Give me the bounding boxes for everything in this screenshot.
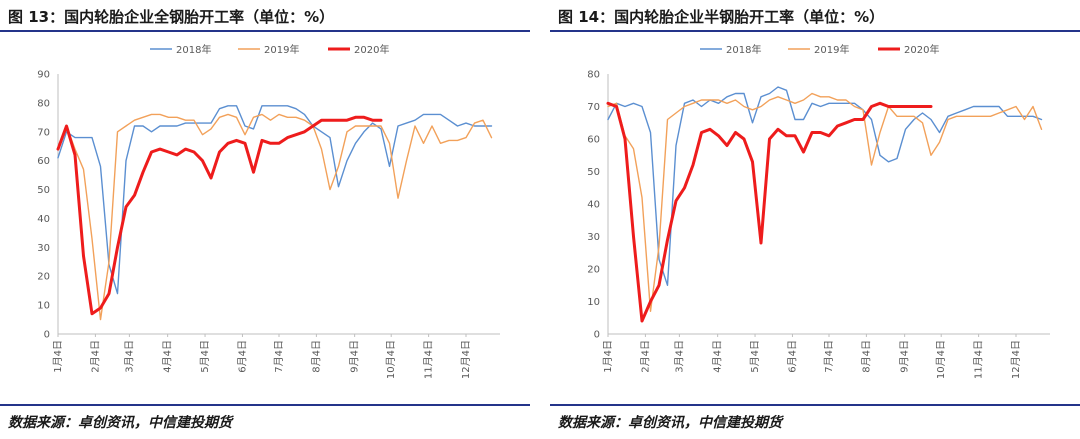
x-tick-label: 12月4日 [1010,340,1022,379]
x-tick-label: 2月4日 [639,340,651,373]
series-line-2020 [56,115,383,316]
series-line-2020 [606,101,933,323]
legend-item-2018: 2018年 [150,43,211,56]
series-line-2019 [57,113,493,321]
legend-item-2020: 2020年 [878,43,939,56]
frame-line-bottom-right [550,404,1080,406]
x-tick-label: 10月4日 [935,340,947,379]
x-tick-label: 6月4日 [786,340,798,373]
line-chart-semi-steel-tire: 0 10 20 30 40 50 60 70 80 1月4日 2月4日 3月4日 4月4日 5月4日 6月4… [587,43,1050,379]
legend-label: 2018年 [726,43,761,56]
data-source-right: 数据来源：卓创资讯，中信建投期货 [558,415,782,431]
x-tick-label: 1月4日 [52,340,64,373]
y-tick-label: 10 [37,301,50,312]
y-tick-label: 60 [37,156,50,167]
y-tick-label: 0 [594,330,600,341]
y-tick-label: 40 [37,214,50,225]
chart-panel-left: 图 13：国内轮胎企业全钢胎开工率（单位：%） 0 10 20 30 40 50 60 70 8… [0,0,530,439]
x-tick-label: 10月4日 [385,340,397,379]
series-line-2018 [607,86,1043,286]
y-tick-label: 30 [37,243,50,254]
y-tick-label: 50 [37,185,50,196]
x-tick-label: 2月4日 [89,340,101,373]
legend-item-2019: 2019年 [788,43,849,56]
chart-title-right: 图 14：国内轮胎企业半钢胎开工率（单位：%） [558,8,885,26]
y-tick-label: 70 [37,127,50,138]
legend-label: 2019年 [264,43,299,56]
y-tick-label: 80 [587,70,600,81]
y-tick-label: 50 [587,167,600,178]
x-tick-label: 7月4日 [273,340,285,373]
line-chart-full-steel-tire: 0 10 20 30 40 50 60 70 80 90 1月4日 2月4日 3月4日 4月4日 5月4日 6… [37,43,500,379]
x-tick-label: 6月4日 [236,340,248,373]
x-tick-label: 12月4日 [460,340,472,379]
legend-item-2018: 2018年 [700,43,761,56]
frame-line-top-right [550,30,1080,32]
y-tick-label: 20 [587,265,600,276]
chart-title-left: 图 13：国内轮胎企业全钢胎开工率（单位：%） [8,8,335,26]
y-tick-label: 90 [37,70,50,81]
legend-label: 2019年 [814,43,849,56]
y-tick-label: 80 [37,98,50,109]
x-tick-label: 3月4日 [673,340,685,373]
y-tick-label: 70 [587,102,600,113]
legend-item-2020: 2020年 [328,43,389,56]
x-tick-label: 1月4日 [602,340,614,373]
x-tick-label: 11月4日 [973,340,985,379]
x-tick-label: 5月4日 [199,340,211,373]
y-tick-label: 30 [587,232,600,243]
frame-line-bottom-left [0,404,530,406]
x-tick-label: 11月4日 [423,340,435,379]
y-tick-label: 40 [587,200,600,211]
x-tick-label: 9月4日 [349,340,361,373]
x-tick-label: 5月4日 [749,340,761,373]
y-tick-label: 60 [587,135,600,146]
legend-label: 2020年 [354,43,389,56]
series-line-2018 [57,105,493,295]
y-tick-label: 10 [587,297,600,308]
x-tick-label: 3月4日 [123,340,135,373]
data-source-left: 数据来源：卓创资讯，中信建投期货 [8,415,232,431]
x-tick-label: 8月4日 [860,340,872,373]
frame-line-top-left [0,30,530,32]
chart-panel-right: 图 14：国内轮胎企业半钢胎开工率（单位：%） 0 10 20 30 40 50 60 70 8… [550,0,1080,439]
legend-label: 2018年 [176,43,211,56]
x-tick-label: 7月4日 [823,340,835,373]
series-line-2019 [607,92,1043,312]
y-tick-label: 20 [37,272,50,283]
x-tick-label: 8月4日 [310,340,322,373]
legend-label: 2020年 [904,43,939,56]
x-tick-label: 9月4日 [899,340,911,373]
x-tick-label: 4月4日 [712,340,724,373]
x-tick-label: 4月4日 [162,340,174,373]
y-tick-label: 0 [44,330,50,341]
legend-item-2019: 2019年 [238,43,299,56]
